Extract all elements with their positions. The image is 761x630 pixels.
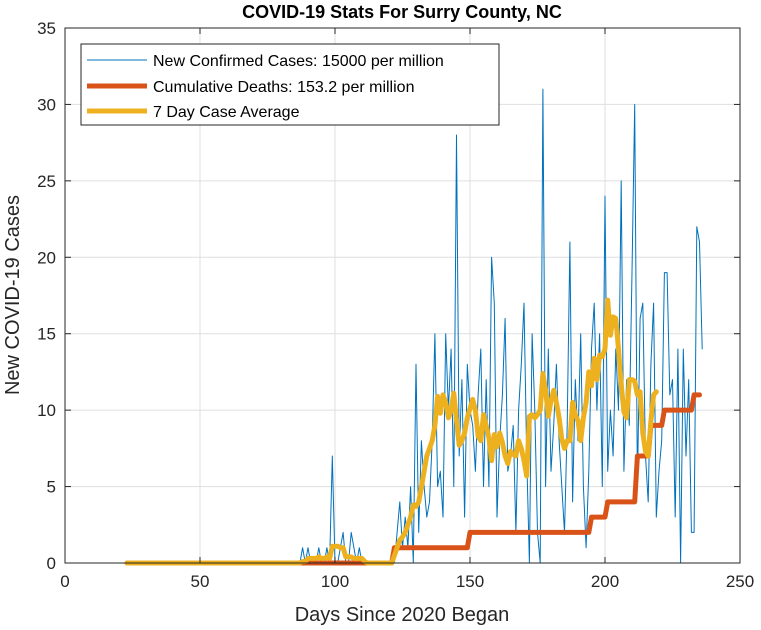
x-axis-ticks: 0 50 100 150 200 250 (60, 28, 754, 591)
y-tick-label: 15 (37, 325, 56, 344)
legend-box (80, 43, 500, 126)
plot-frame (64, 27, 741, 564)
y-axis-ticks: 0 5 10 15 20 25 30 35 (37, 19, 740, 573)
x-tick-label: 200 (591, 572, 619, 591)
y-tick-label: 5 (47, 478, 56, 497)
x-tick-label: 50 (191, 572, 210, 591)
x-tick-label: 250 (726, 572, 754, 591)
y-tick-label: 10 (37, 401, 56, 420)
x-axis-label: Days Since 2020 Began (295, 604, 510, 626)
y-axis-label: New COVID-19 Cases (2, 195, 24, 395)
y-tick-label: 35 (37, 19, 56, 38)
x-tick-label: 100 (321, 572, 349, 591)
legend-label-new-cases: New Confirmed Cases: 15000 per million (153, 53, 444, 70)
legend-label-cumulative-deaths: Cumulative Deaths: 153.2 per million (153, 79, 414, 96)
chart-title: COVID-19 Stats For Surry County, NC (242, 2, 562, 22)
legend: New Confirmed Cases: 15000 per million C… (80, 43, 500, 126)
y-tick-label: 30 (37, 95, 56, 114)
y-tick-label: 20 (37, 248, 56, 267)
x-tick-label: 0 (60, 572, 69, 591)
y-tick-label: 0 (47, 554, 56, 573)
legend-label-7day-average: 7 Day Case Average (153, 104, 300, 121)
x-tick-label: 150 (456, 572, 484, 591)
y-tick-label: 25 (37, 172, 56, 191)
